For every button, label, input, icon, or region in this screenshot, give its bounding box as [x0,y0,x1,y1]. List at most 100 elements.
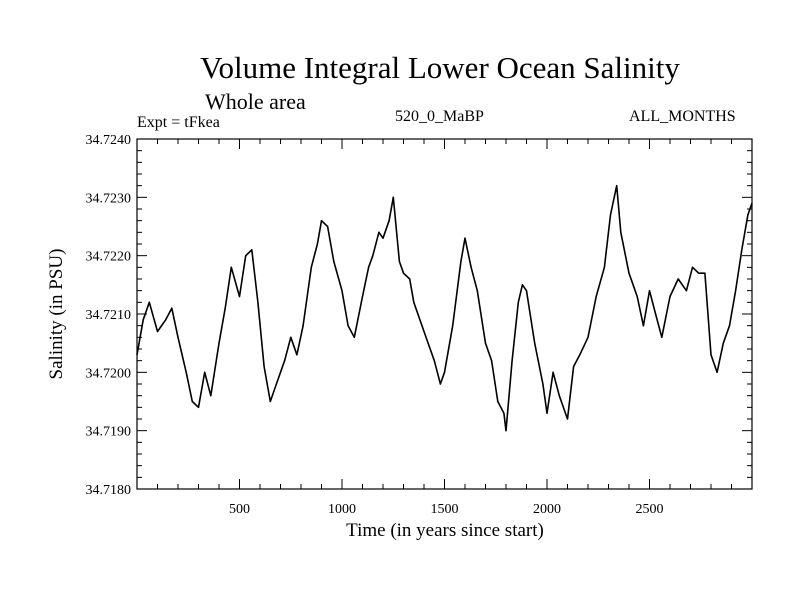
data-point [382,237,384,239]
data-point [316,243,318,245]
y-tick-label: 34.7190 [86,425,132,440]
data-point [388,220,390,222]
data-point [368,266,370,268]
data-point [409,278,411,280]
y-tick-label: 34.7240 [86,133,132,148]
y-tick-label: 34.7230 [86,191,132,206]
chart-title: Volume Integral Lower Ocean Salinity [200,50,680,85]
data-point [716,371,718,373]
y-tick-label: 34.7210 [86,308,132,323]
data-point [392,196,394,198]
data-point [439,383,441,385]
data-point [751,202,753,204]
data-point [230,266,232,268]
data-point [517,301,519,303]
data-point [218,342,220,344]
data-point [642,325,645,327]
data-point [372,255,374,257]
experiment-label: Expt = tFkea [137,114,220,131]
x-tick-label: 2000 [533,502,561,517]
data-point [171,307,173,309]
data-point [269,400,271,403]
data-point [655,313,657,315]
data-series [136,184,753,432]
data-point [503,412,505,414]
data-point [491,360,493,362]
data-point [275,383,277,385]
data-point [505,430,507,432]
data-point [296,354,298,356]
salinity-series-line [136,184,753,432]
data-point [661,336,663,338]
run-id-label: 520_0_MaBP [395,108,484,125]
data-point [534,342,536,344]
data-point [423,330,425,333]
data-point [341,290,343,292]
data-point [378,231,380,233]
chart-subtitle: Whole area [205,89,306,114]
data-point [685,290,688,292]
data-point [609,214,612,216]
data-point [735,290,737,292]
x-tick-label: 1500 [431,502,459,517]
x-axis-label: Time (in years since start) [346,520,544,541]
data-point [452,325,454,327]
plot-frame [136,138,753,490]
data-point [698,272,700,274]
x-tick-label: 2500 [636,502,664,517]
data-point [747,214,749,216]
data-point [587,336,589,338]
data-point [302,325,304,327]
months-label: ALL_MONTHS [629,108,736,125]
data-point [245,255,247,257]
data-point [263,365,265,368]
data-point [542,383,544,385]
data-point [257,301,259,303]
x-tick-label: 500 [229,502,250,517]
data-point [669,295,671,298]
data-point [413,301,415,303]
data-point [722,342,724,344]
data-point [165,319,167,321]
data-point [238,295,241,298]
y-axis-label: Salinity (in PSU) [46,249,67,380]
data-point [148,301,150,303]
y-tick-label: 34.7220 [86,250,132,265]
data-point [224,307,226,309]
data-point [284,360,286,362]
data-point [616,185,618,187]
data-point [546,412,548,414]
data-point [620,231,622,233]
data-point [185,371,187,373]
data-point [677,278,679,280]
data-point [521,284,524,286]
data-point [691,266,694,268]
data-point [595,295,597,298]
data-point [361,295,364,298]
data-point [333,260,335,263]
data-point [470,266,472,268]
data-point [484,342,487,344]
data-point [552,371,554,373]
data-point [251,249,253,251]
data-point [347,325,349,327]
data-point [290,336,292,338]
data-point [704,272,706,274]
data-point [464,237,466,239]
data-point [320,220,323,222]
data-point [728,325,731,327]
y-tick-label: 34.7180 [86,483,132,498]
data-point [327,225,329,228]
data-point [460,260,462,263]
data-point [741,249,743,251]
data-point [566,418,569,420]
data-point [511,360,513,362]
data-point [710,354,712,356]
data-point [210,395,212,397]
data-point [197,406,200,408]
data-point [603,266,606,268]
axis-ticks: 500 1000 1500 2000 2500 34.7180 34.7190 34.7200… [86,133,752,517]
data-point [636,295,638,298]
data-point [310,266,312,268]
data-point [443,371,446,373]
